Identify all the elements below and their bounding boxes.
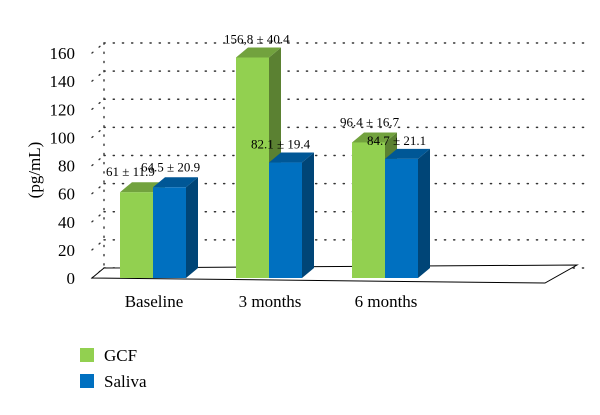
bar-front xyxy=(153,187,186,278)
bar-side xyxy=(418,148,430,278)
bar-side xyxy=(186,177,198,278)
y-axis-ticks: 0 20 40 60 80 100 120 140 160 xyxy=(50,44,76,288)
bar-saliva-2 xyxy=(385,148,430,278)
gridline-side xyxy=(91,182,105,195)
gridline-side xyxy=(91,154,105,167)
bar-front xyxy=(120,192,153,278)
bar-front xyxy=(236,57,269,278)
bar-saliva-0 xyxy=(153,177,198,278)
x-axis-categories: Baseline 3 months 6 months xyxy=(125,292,418,311)
legend-label-saliva: Saliva xyxy=(104,372,147,391)
gridline-side xyxy=(91,126,105,139)
bar-front xyxy=(269,162,302,278)
y-axis-label: (pg/mL) xyxy=(25,142,44,199)
bar-top xyxy=(236,47,281,58)
y-tick-label: 20 xyxy=(58,241,75,260)
data-label-gcf-1: 156,8 ± 40.4 xyxy=(224,32,290,47)
data-label-saliva-1: 82.1 ± 19.4 xyxy=(251,137,311,152)
bar-front xyxy=(352,142,385,278)
bar-top xyxy=(352,132,397,143)
legend-swatch-gcf xyxy=(80,348,94,362)
data-label-saliva-2: 84.7 ± 21.1 xyxy=(367,133,426,148)
y-tick-label: 120 xyxy=(50,100,76,119)
y-tick-label: 0 xyxy=(67,269,76,288)
floor-plane xyxy=(90,264,579,284)
gridline-side xyxy=(91,98,105,110)
data-label-gcf-2: 96.4 ± 16.7 xyxy=(340,114,400,129)
gridline-side xyxy=(91,211,105,223)
data-label-gcf-0: 61 ± 11.9 xyxy=(106,164,155,179)
y-tick-label: 160 xyxy=(50,44,76,63)
y-tick-label: 100 xyxy=(50,128,76,147)
gridline-side xyxy=(91,70,105,82)
gridline-side xyxy=(91,239,105,251)
bar-top xyxy=(153,177,198,188)
x-tick-label: 3 months xyxy=(239,292,302,311)
legend-label-gcf: GCF xyxy=(104,346,137,365)
data-label-saliva-0: 64.5 ± 20.9 xyxy=(141,159,200,174)
legend-swatch-saliva xyxy=(80,374,94,388)
y-tick-label: 40 xyxy=(58,213,75,232)
gridline-side xyxy=(91,42,105,54)
legend: GCF Saliva xyxy=(80,346,147,391)
y-tick-label: 80 xyxy=(58,157,75,176)
chart-floor xyxy=(90,264,579,284)
y-tick-label: 60 xyxy=(58,185,75,204)
data-labels: 61 ± 11.964.5 ± 20.9 156,8 ± 40.4 82.1 ± 1… xyxy=(106,32,426,180)
bar-front xyxy=(385,158,418,278)
bar-side xyxy=(302,152,314,278)
x-tick-label: 6 months xyxy=(355,292,418,311)
bar-top xyxy=(269,152,314,163)
bars xyxy=(120,47,430,278)
bar-top xyxy=(385,148,430,159)
y-tick-label: 140 xyxy=(50,72,76,91)
x-tick-label: Baseline xyxy=(125,292,184,311)
bar-saliva-1 xyxy=(269,152,314,278)
